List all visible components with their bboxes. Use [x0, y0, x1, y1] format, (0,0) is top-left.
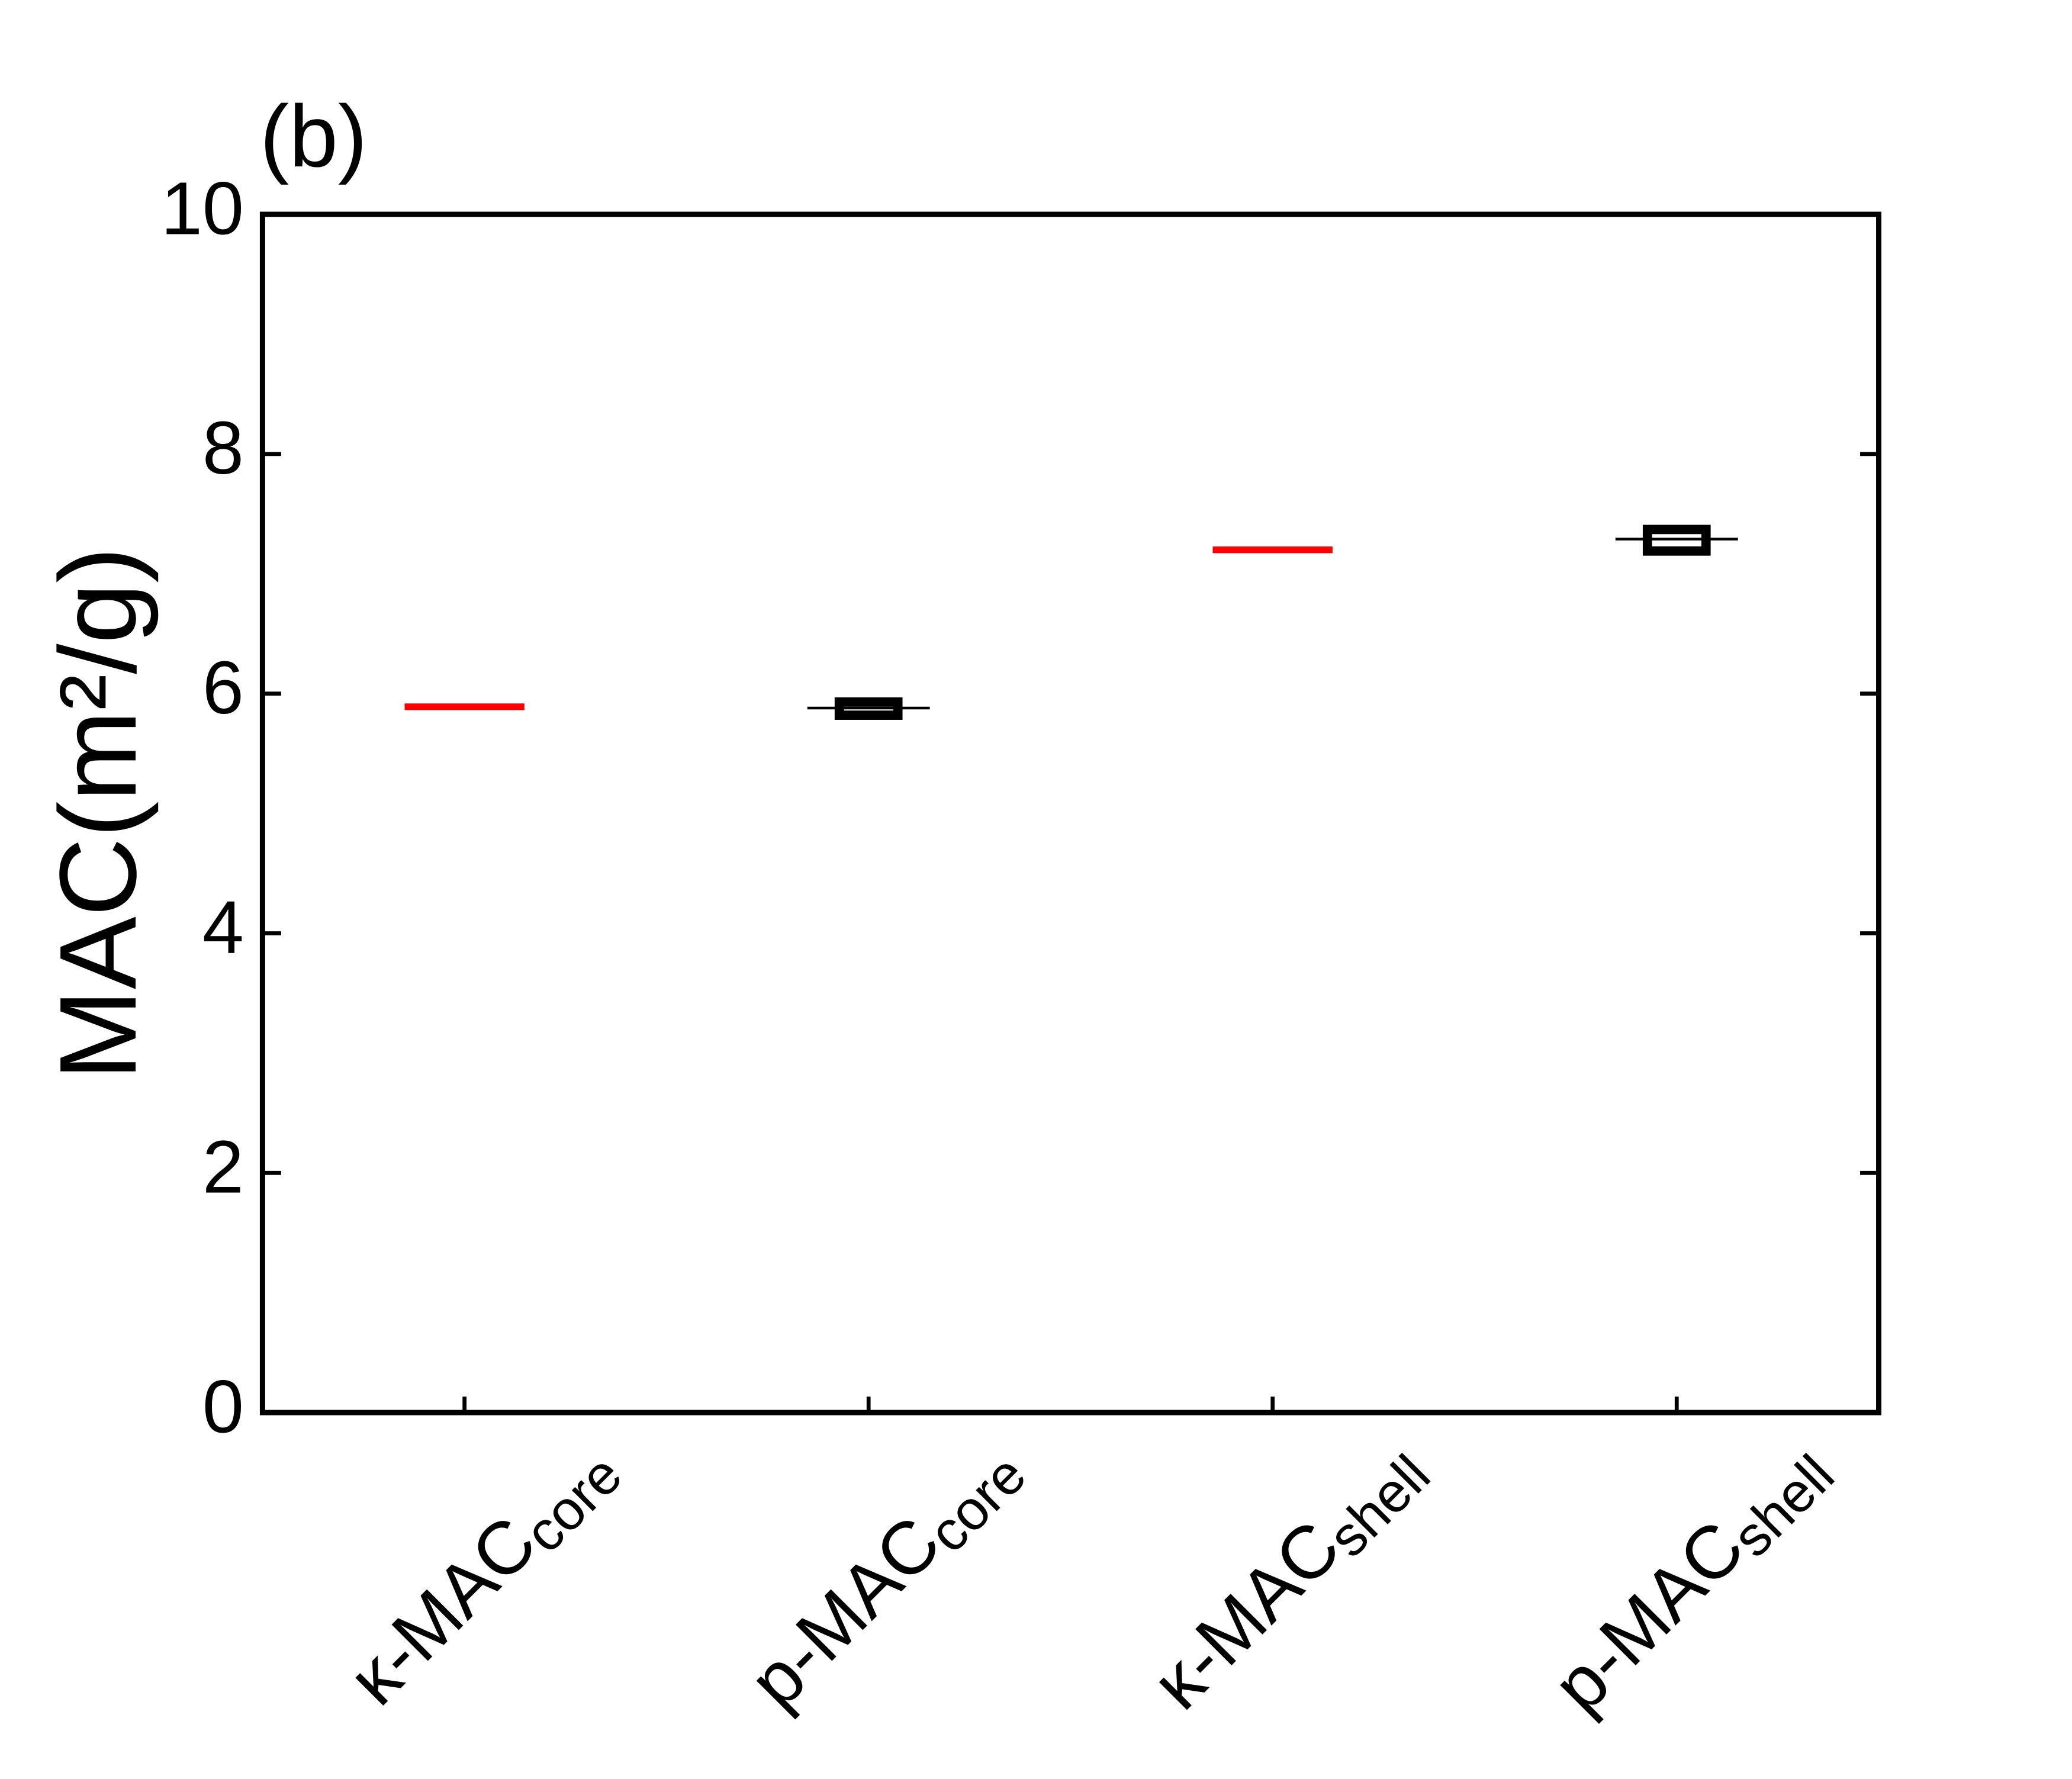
- y-tick-label: 4: [202, 886, 244, 969]
- y-tick-label: 8: [202, 406, 244, 490]
- category-name: p-MAC: [733, 1500, 956, 1723]
- category-name: κ-MAC: [1135, 1505, 1356, 1725]
- y-axis-label: MAC(m²/g): [37, 546, 159, 1080]
- y-tick-label: 0: [202, 1365, 244, 1448]
- x-tick-label: κ-MACshell: [1135, 1423, 1442, 1730]
- x-tick-label: p-MACcore: [733, 1423, 1038, 1728]
- panel-label: (b): [260, 88, 367, 185]
- plot-frame: [259, 211, 1882, 1416]
- y-tick-label: 6: [202, 646, 244, 729]
- y-tick-label: 2: [202, 1125, 244, 1209]
- x-tick-label: κ-MACcore: [332, 1423, 634, 1725]
- category-name: p-MAC: [1537, 1505, 1760, 1728]
- category-name: κ-MAC: [332, 1500, 552, 1720]
- y-tick-label: 10: [161, 166, 244, 250]
- x-tick-label: p-MACshell: [1537, 1423, 1846, 1733]
